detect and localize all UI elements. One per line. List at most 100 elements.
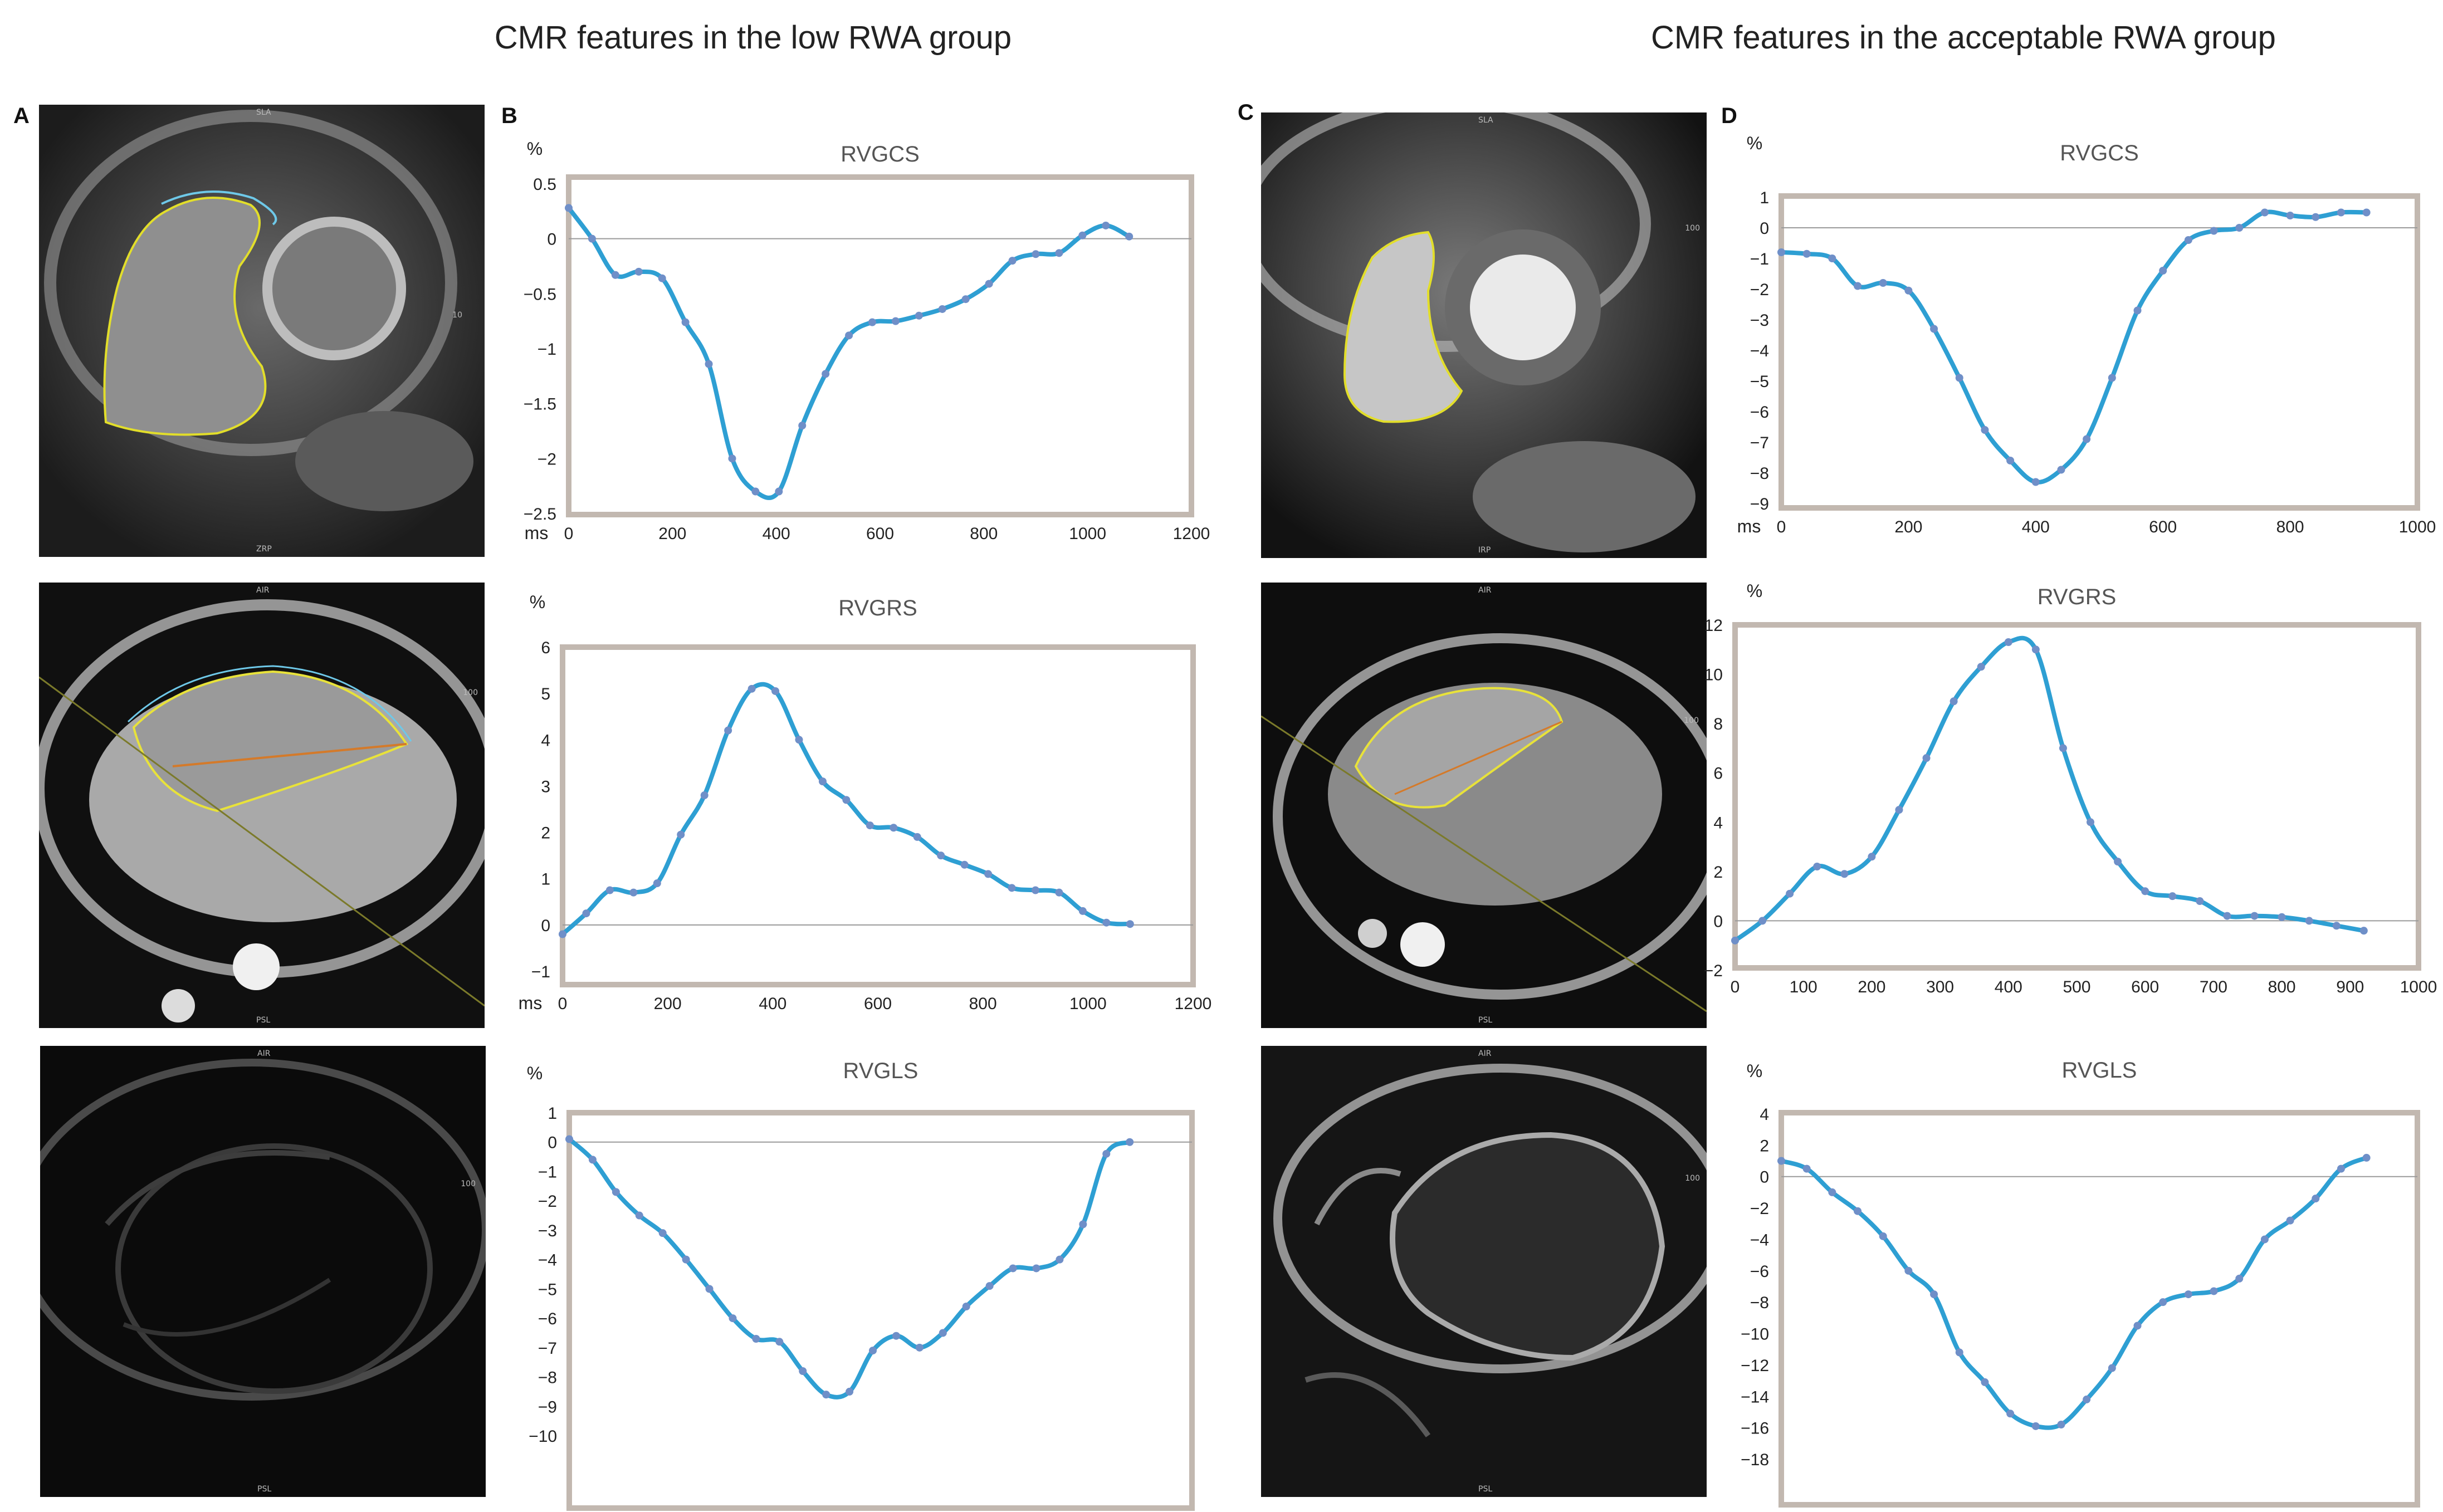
data-point: [2006, 1410, 2015, 1418]
data-point: [2168, 892, 2177, 901]
chart-frame-d2: [1732, 622, 2421, 971]
data-point: [634, 267, 643, 276]
x-tick-label: 1000: [1069, 525, 1106, 543]
data-point: [845, 331, 853, 340]
data-point: [2114, 858, 2122, 866]
y-tick-label: −4: [1750, 342, 1769, 360]
y-tick-label: −6: [1750, 1263, 1769, 1281]
data-point: [2312, 1195, 2320, 1203]
x-tick-label: 800: [2268, 978, 2296, 996]
mri-image-c-long-axis: AIR PSL 100: [1261, 1046, 1707, 1497]
ruler-label: 100: [1685, 224, 1700, 233]
series-line-b2: [560, 682, 1132, 937]
y-tick-label: 1: [541, 870, 550, 889]
data-point: [2286, 212, 2294, 219]
data-point: [1777, 248, 1785, 256]
chart-title-d2: RVGRS: [2038, 585, 2117, 609]
y-tick-label: −10: [529, 1427, 557, 1446]
chart-frame-d1: [1778, 193, 2420, 511]
data-point: [605, 886, 614, 894]
orientation-label-top: AIR: [1478, 1049, 1492, 1058]
data-point: [2184, 236, 2192, 244]
data-point: [2362, 1153, 2371, 1162]
data-point: [1078, 907, 1087, 915]
data-point: [2059, 744, 2067, 752]
y-tick-label: −8: [1750, 464, 1769, 483]
data-point: [2004, 638, 2012, 646]
data-point: [2337, 1164, 2345, 1173]
data-point: [2159, 1298, 2167, 1307]
data-point: [1879, 279, 1887, 287]
orientation-label-bottom: IRP: [1478, 546, 1491, 555]
data-point: [700, 791, 709, 800]
data-point: [1840, 870, 1849, 878]
y-tick-label: −2: [538, 1192, 557, 1211]
y-tick-label: 3: [541, 777, 550, 796]
data-point: [2312, 213, 2320, 221]
data-point: [705, 360, 713, 368]
data-point: [2057, 1421, 2065, 1428]
x-tick-label: 900: [2336, 978, 2364, 996]
x-tick-label: 0: [564, 525, 574, 543]
data-point: [2083, 435, 2091, 443]
chart-frame-b3: [566, 1110, 1195, 1511]
data-point: [1102, 221, 1110, 229]
data-point: [677, 830, 685, 839]
x-tick-label: 500: [2063, 978, 2090, 996]
y-tick-label: 0: [1760, 1168, 1769, 1187]
data-point: [2305, 917, 2313, 925]
y-tick-label: −8: [1750, 1294, 1769, 1312]
x-tick-label: 200: [1858, 978, 1885, 996]
data-point: [2250, 912, 2259, 920]
data-point: [1930, 1290, 1938, 1299]
data-point: [1977, 663, 1985, 671]
data-point: [612, 1188, 620, 1196]
data-point: [1930, 325, 1938, 333]
x-tick-label: 700: [2200, 978, 2227, 996]
chart-frame-d3: [1778, 1110, 2420, 1508]
data-point: [2278, 913, 2286, 921]
data-point: [775, 487, 783, 496]
data-point: [799, 1367, 807, 1375]
data-point: [2031, 645, 2040, 654]
data-point: [2260, 208, 2269, 217]
x-tick-label: 0: [558, 995, 568, 1013]
data-point: [1055, 888, 1063, 897]
data-point: [2108, 374, 2116, 382]
data-point: [2362, 208, 2371, 217]
data-point: [1854, 282, 1862, 290]
data-point: [559, 930, 566, 938]
data-point: [962, 1303, 970, 1310]
data-point: [747, 684, 756, 693]
data-point: [565, 1135, 573, 1143]
y-tick-label: 0: [541, 917, 550, 935]
series-line-b3: [567, 1137, 1132, 1400]
data-point: [869, 1347, 877, 1355]
data-point: [1955, 1348, 1963, 1357]
x-tick-label: 200: [1894, 518, 1922, 536]
y-tick-label: −2: [538, 450, 556, 468]
y-tick-label: 0: [547, 231, 556, 249]
orientation-label-top: AIR: [257, 1049, 271, 1058]
data-point: [798, 422, 807, 430]
data-point: [582, 909, 590, 918]
data-point: [2223, 912, 2231, 920]
panel-label-b: B: [501, 104, 517, 128]
data-point: [1879, 1232, 1887, 1240]
data-point: [1904, 1266, 1913, 1275]
data-point: [1949, 697, 1958, 706]
y-tick-label: −1: [538, 340, 556, 359]
y-tick-label: 2: [1713, 863, 1723, 882]
data-point: [635, 1211, 643, 1220]
mri-image-a-four-chamber: AIR PSL 100: [39, 583, 485, 1028]
y-tick-label: 0: [548, 1134, 557, 1152]
x-tick-label: 200: [654, 995, 682, 1013]
data-point: [629, 888, 638, 897]
y-axis-unit-b2: %: [530, 592, 545, 612]
x-tick-label: 0: [1731, 978, 1740, 996]
y-tick-label: −12: [1741, 1357, 1769, 1375]
data-point: [2210, 1287, 2218, 1295]
y-tick-label: −7: [1750, 434, 1769, 452]
y-tick-label: −5: [538, 1280, 557, 1299]
data-point: [1802, 1164, 1811, 1173]
